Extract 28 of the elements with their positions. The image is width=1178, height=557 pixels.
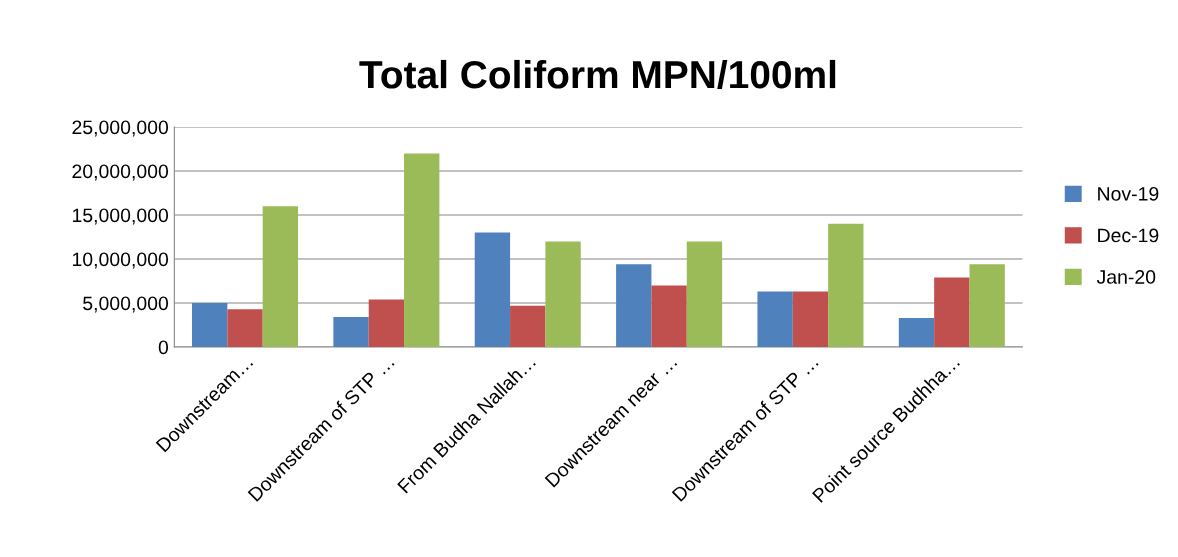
bar bbox=[262, 206, 299, 348]
y-tick-label: 25,000,000 bbox=[72, 120, 169, 137]
bar bbox=[898, 317, 935, 348]
bar bbox=[545, 241, 581, 348]
legend-label: Dec-19 bbox=[1098, 228, 1159, 243]
bar bbox=[510, 305, 546, 348]
bar bbox=[404, 153, 440, 348]
bar bbox=[227, 309, 263, 348]
bar bbox=[792, 291, 829, 348]
bar bbox=[686, 241, 723, 348]
bar bbox=[757, 291, 793, 348]
bar bbox=[368, 299, 405, 348]
y-tick-label: 5,000,000 bbox=[83, 296, 169, 313]
bar bbox=[828, 223, 864, 348]
legend-label: Jan-20 bbox=[1096, 270, 1156, 284]
chart-title: Total Coliform MPN/100ml bbox=[359, 59, 836, 89]
bar bbox=[616, 264, 652, 348]
bar bbox=[192, 303, 228, 348]
bar bbox=[934, 277, 970, 348]
legend-label: Nov-19 bbox=[1098, 186, 1159, 201]
bar bbox=[969, 264, 1005, 348]
bar bbox=[474, 232, 511, 348]
y-tick-label: 20,000,000 bbox=[72, 164, 169, 181]
y-tick-label: 0 bbox=[158, 340, 169, 355]
bar bbox=[333, 317, 369, 348]
y-tick-label: 10,000,000 bbox=[72, 252, 169, 269]
y-tick-label: 15,000,000 bbox=[72, 208, 169, 225]
bar bbox=[651, 285, 687, 348]
